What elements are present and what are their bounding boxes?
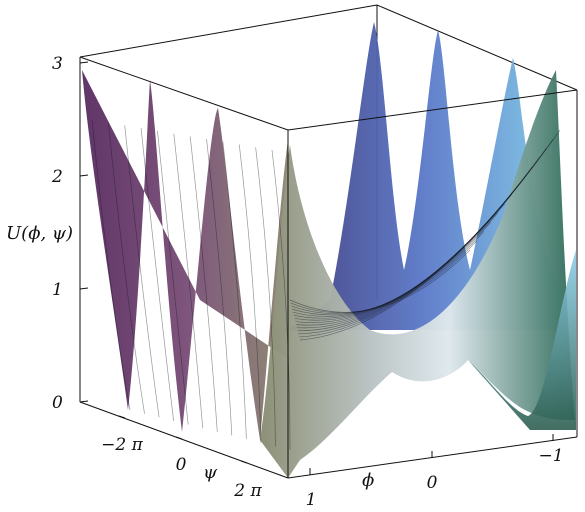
z-tick-mark (79, 61, 89, 64)
surface-mesh-line (292, 212, 498, 317)
surface-mesh-line (238, 144, 262, 443)
psi-tick-label: 0 (176, 455, 187, 475)
surface-mesh-line (299, 129, 561, 341)
surface-mesh-line (296, 166, 533, 329)
surface-mesh-line (173, 133, 204, 429)
surface-mesh-line (295, 185, 519, 323)
surface-mesh-line (296, 175, 526, 326)
z-tick-mark (79, 287, 89, 290)
surface-left-sheet (82, 70, 290, 440)
z-tick-mark (79, 174, 89, 177)
psi-tick-mark (118, 415, 126, 419)
surface (82, 22, 576, 478)
phi-axis-title: ϕ (362, 470, 374, 491)
surface-mesh-line (255, 147, 276, 447)
surface-mesh-line (289, 249, 471, 313)
phi-axis: 1 0 −1 (306, 434, 564, 510)
surface-mesh-line (297, 157, 540, 332)
psi-axis-title: ψ (203, 462, 218, 483)
z-axis-title: U(ϕ, ψ) (6, 223, 73, 244)
psi-tick-label: −2 π (101, 435, 143, 455)
psi-tick-label: 2 π (233, 481, 262, 501)
z-tick-label: 3 (52, 54, 63, 74)
psi-tick-mark (240, 460, 248, 464)
surface-mesh-line (157, 130, 189, 425)
z-tick-label: 1 (52, 280, 63, 300)
z-axis: 0 1 2 3 (51, 54, 89, 413)
surface-mesh-line (293, 203, 505, 319)
surface-mesh-line (298, 148, 547, 335)
surface-mesh-line (189, 136, 218, 432)
surface-mesh-line (124, 125, 160, 418)
surface-mesh-line (271, 149, 291, 451)
surface-mesh-line (222, 141, 247, 440)
surface-mesh-line (294, 194, 512, 321)
surface-front-sheet (260, 70, 575, 478)
z-tick-label: 0 (52, 393, 63, 413)
surface-mesh-line (290, 240, 478, 314)
surface-mesh-line (206, 139, 233, 436)
surface-right-sheet (468, 250, 576, 430)
surface-mesh-line (108, 122, 145, 414)
psi-axis: −2 π 0 2 π (101, 415, 263, 501)
phi-tick-label: −1 (538, 446, 563, 466)
z-tick-label: 2 (51, 167, 63, 187)
surface-mesh-line (91, 119, 131, 411)
phi-tick-label: 1 (306, 490, 317, 510)
surface-mesh-line (299, 139, 554, 338)
psi-tick-mark (175, 436, 183, 440)
surface-mesh-line (291, 231, 485, 314)
surface-mesh-line (292, 222, 492, 316)
phi-tick-label: 0 (427, 473, 438, 493)
surface-mesh-line (140, 128, 174, 421)
z-tick-mark (79, 400, 89, 403)
